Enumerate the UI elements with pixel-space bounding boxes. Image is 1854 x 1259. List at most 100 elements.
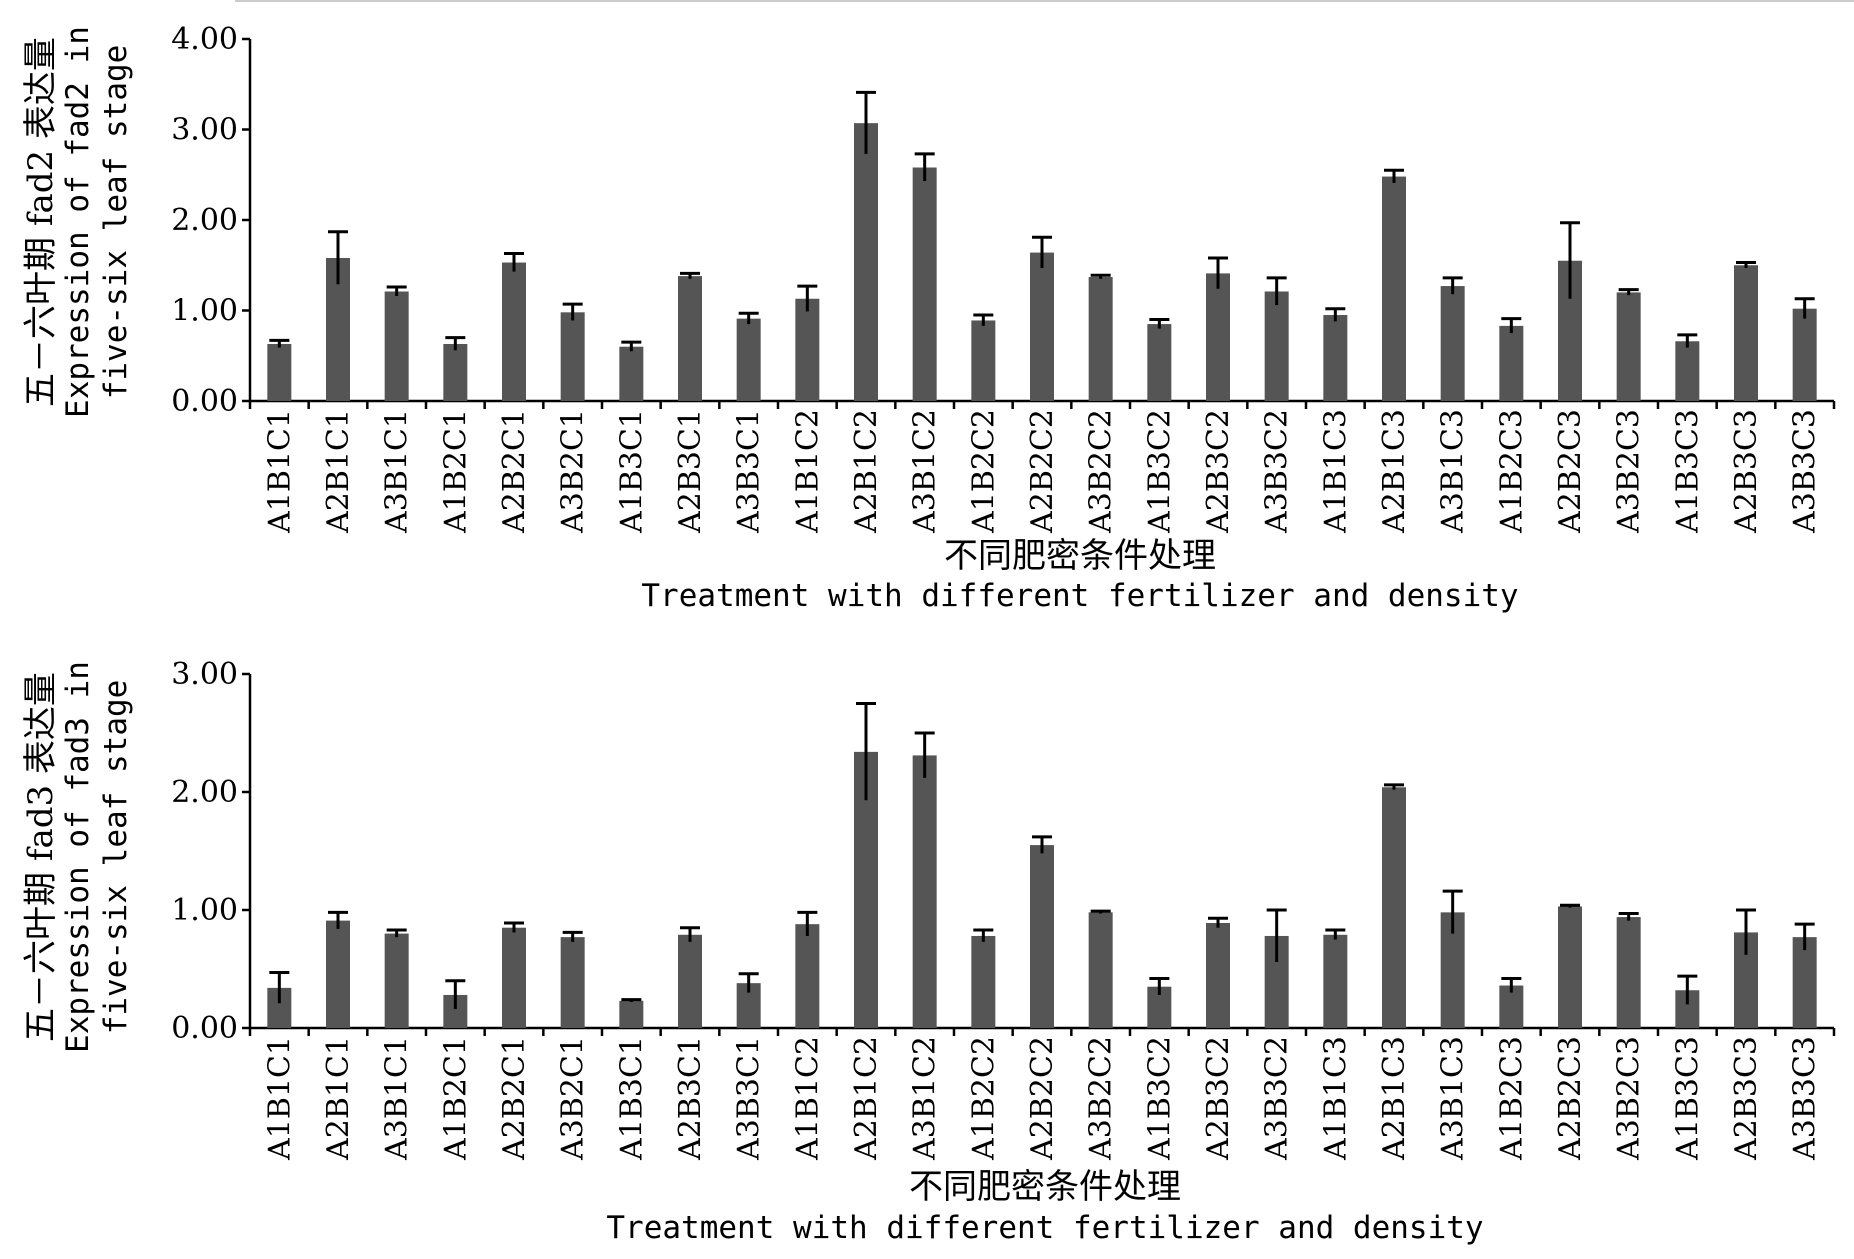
fad3-bar-A1B2C2 bbox=[971, 935, 996, 1028]
fad2-bar-A1B3C2 bbox=[1147, 324, 1172, 401]
fad2-bar-A2B3C2 bbox=[1206, 273, 1230, 401]
fad2-category-label: A1B2C1 bbox=[438, 409, 473, 534]
fad2-category-label: A1B2C2 bbox=[966, 409, 1001, 534]
fad2-ylabel-en-1: Expression of fad2 in bbox=[60, 26, 96, 418]
fad3-bar-A3B2C3 bbox=[1616, 917, 1641, 1028]
fad3-category-label: A2B1C1 bbox=[321, 1036, 356, 1161]
fad2-category-label: A3B1C3 bbox=[1436, 409, 1471, 534]
fad3-bar-A2B2C3 bbox=[1558, 906, 1582, 1028]
fad3-category-label: A2B2C1 bbox=[497, 1036, 532, 1161]
fad3-y-tick-label: 2.00 bbox=[171, 775, 238, 810]
fad2-bar-A3B2C3 bbox=[1616, 292, 1641, 401]
fad2-category-label: A3B3C3 bbox=[1788, 409, 1823, 534]
fad2-bar-A3B3C2 bbox=[1264, 291, 1289, 401]
fad3-category-label: A3B1C1 bbox=[380, 1036, 415, 1161]
fad2-bar-A1B1C2 bbox=[795, 298, 820, 401]
fad2-category-label: A3B1C1 bbox=[380, 409, 415, 534]
fad3-ylabel-en-2: five-six leaf stage bbox=[98, 680, 134, 1035]
fad2-bar-A2B2C1 bbox=[502, 262, 526, 401]
fad3-y-tick-label: 1.00 bbox=[171, 893, 238, 928]
fad2-bar-A3B1C1 bbox=[384, 291, 409, 401]
fad2-bar-A2B3C3 bbox=[1734, 265, 1758, 401]
fad2-bar-A2B1C3 bbox=[1382, 176, 1406, 401]
fad3-category-label: A2B3C2 bbox=[1201, 1036, 1236, 1161]
fad2-bar-A2B2C2 bbox=[1030, 252, 1054, 401]
fad2-category-label: A3B1C2 bbox=[908, 409, 943, 534]
fad3-xlabel-cn: 不同肥密条件处理 bbox=[909, 1167, 1181, 1207]
fad2-bar-A3B1C2 bbox=[912, 167, 937, 401]
fad2-category-label: A2B3C2 bbox=[1201, 409, 1236, 534]
fad2-category-label: A3B2C1 bbox=[556, 409, 591, 534]
fad3-bar-A2B1C1 bbox=[326, 920, 350, 1028]
fad2-bar-A3B2C1 bbox=[560, 312, 585, 401]
fad3-category-label: A3B3C3 bbox=[1788, 1036, 1823, 1161]
fad2-category-label: A2B2C2 bbox=[1025, 409, 1060, 534]
fad3-category-label: A3B2C1 bbox=[556, 1036, 591, 1161]
fad3-category-label: A1B3C3 bbox=[1670, 1036, 1705, 1161]
fad2-bar-A3B3C3 bbox=[1792, 308, 1817, 401]
fad2-category-label: A3B3C2 bbox=[1260, 409, 1295, 534]
fad2-category-label: A1B1C3 bbox=[1318, 409, 1353, 534]
fad2-category-label: A1B2C3 bbox=[1494, 409, 1529, 534]
fad2-expression-chart: 五－六叶期 fad2 表达量 Expression of fad2 in fiv… bbox=[21, 22, 1836, 614]
fad2-bar-A2B3C1 bbox=[678, 276, 702, 401]
fad2-y-tick-label: 2.00 bbox=[171, 203, 238, 238]
fad3-bar-A3B1C1 bbox=[384, 933, 409, 1028]
fad3-y-tick-label: 3.00 bbox=[171, 657, 238, 692]
fad3-bar-A2B3C2 bbox=[1206, 922, 1230, 1028]
fad2-category-label: A2B1C1 bbox=[321, 409, 356, 534]
fad3-category-label: A1B2C2 bbox=[966, 1036, 1001, 1161]
fad3-bar-A3B2C2 bbox=[1088, 912, 1113, 1028]
fad3-xlabel-en: Treatment with different fertilizer and … bbox=[606, 1210, 1483, 1246]
fad3-ylabel-en-1: Expression of fad3 in bbox=[60, 661, 96, 1053]
fad2-y-tick-label: 0.00 bbox=[171, 384, 238, 419]
fad2-category-label: A2B3C1 bbox=[673, 409, 708, 534]
fad3-category-label: A3B2C3 bbox=[1612, 1036, 1647, 1161]
fad3-bar-A2B2C2 bbox=[1030, 845, 1054, 1028]
fad3-category-label: A1B1C1 bbox=[262, 1036, 297, 1161]
fad3-bar-A3B3C3 bbox=[1792, 937, 1817, 1028]
fad2-category-label: A2B3C3 bbox=[1729, 409, 1764, 534]
fad3-category-label: A1B1C2 bbox=[790, 1036, 825, 1161]
fad2-bar-A2B1C2 bbox=[854, 123, 878, 401]
fad3-ylabel-cn: 五－六叶期 fad3 表达量 bbox=[21, 672, 61, 1042]
fad3-category-label: A1B1C3 bbox=[1318, 1036, 1353, 1161]
fad2-bar-A3B2C2 bbox=[1088, 277, 1113, 401]
fad3-bar-A1B3C1 bbox=[619, 1000, 644, 1028]
fad2-category-label: A2B1C2 bbox=[849, 409, 884, 534]
fad2-y-tick-label: 3.00 bbox=[171, 113, 238, 148]
fad3-category-label: A2B3C3 bbox=[1729, 1036, 1764, 1161]
fad3-bar-A2B1C3 bbox=[1382, 787, 1406, 1028]
fad2-category-label: A1B3C2 bbox=[1142, 409, 1177, 534]
fad2-bar-A1B1C1 bbox=[267, 343, 292, 401]
fad3-category-label: A3B1C3 bbox=[1436, 1036, 1471, 1161]
fad2-ylabel-en-2: five-six leaf stage bbox=[98, 45, 134, 400]
fad2-bar-A1B2C2 bbox=[971, 320, 996, 401]
fad3-category-label: A2B1C3 bbox=[1377, 1036, 1412, 1161]
fad2-bar-A1B1C3 bbox=[1323, 315, 1348, 401]
fad3-category-label: A3B3C1 bbox=[732, 1036, 767, 1161]
fad2-category-label: A1B1C1 bbox=[262, 409, 297, 534]
fad2-bar-A3B3C1 bbox=[736, 318, 761, 401]
fad3-category-label: A3B1C2 bbox=[908, 1036, 943, 1161]
fad2-bar-A1B3C3 bbox=[1675, 341, 1700, 401]
fad3-bar-A1B2C3 bbox=[1499, 985, 1524, 1028]
fad3-bar-A2B3C1 bbox=[678, 934, 702, 1028]
fad2-bar-A1B3C1 bbox=[619, 346, 644, 401]
fad3-category-label: A1B3C1 bbox=[614, 1036, 649, 1161]
fad3-category-label: A3B2C2 bbox=[1084, 1036, 1119, 1161]
fad2-bar-A1B2C1 bbox=[443, 343, 468, 401]
fad2-ylabel-cn: 五－六叶期 fad2 表达量 bbox=[21, 37, 61, 407]
fad2-xlabel-cn: 不同肥密条件处理 bbox=[944, 536, 1216, 576]
fad3-category-label: A2B2C2 bbox=[1025, 1036, 1060, 1161]
fad3-category-label: A2B3C1 bbox=[673, 1036, 708, 1161]
fad2-category-label: A3B2C2 bbox=[1084, 409, 1119, 534]
fad2-category-label: A3B3C1 bbox=[732, 409, 767, 534]
fad3-category-label: A2B2C3 bbox=[1553, 1036, 1588, 1161]
fad2-bar-A3B1C3 bbox=[1440, 286, 1465, 401]
fad3-category-label: A1B2C3 bbox=[1494, 1036, 1529, 1161]
fad2-category-label: A1B1C2 bbox=[790, 409, 825, 534]
fad3-y-tick-label: 0.00 bbox=[171, 1011, 238, 1046]
fad3-category-label: A1B2C1 bbox=[438, 1036, 473, 1161]
